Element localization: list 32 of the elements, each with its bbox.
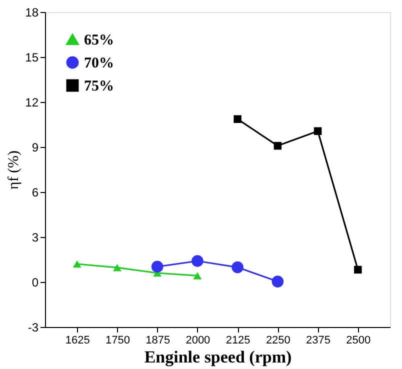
y-axis-title: ηf (%) <box>6 150 22 190</box>
point <box>151 260 164 273</box>
point <box>234 115 242 123</box>
point <box>274 142 282 150</box>
y-tick-label: 18 <box>25 6 39 20</box>
x-tick-label: 2375 <box>306 334 331 346</box>
point <box>232 261 244 274</box>
point <box>272 276 284 288</box>
x-tick-label: 1750 <box>105 334 130 346</box>
legend-label: 75% <box>84 78 114 94</box>
x-tick-label: 2000 <box>186 334 210 346</box>
y-tick-label: 0 <box>32 276 39 290</box>
point <box>193 272 202 280</box>
y-tick-label: -3 <box>28 320 39 334</box>
y-tick-label: 3 <box>32 230 39 244</box>
x-tick-label: 2500 <box>346 334 371 346</box>
y-tick-label: 12 <box>25 96 39 110</box>
point <box>192 255 204 267</box>
point <box>354 266 362 274</box>
point <box>314 127 322 135</box>
legend-label: 65% <box>84 32 114 48</box>
x-tick-label: 2250 <box>266 334 290 346</box>
x-axis-title: Enginle speed (rpm) <box>144 348 292 366</box>
y-tick-label: 9 <box>32 140 39 154</box>
y-tick-label: 15 <box>25 50 39 64</box>
legend-label: 70% <box>84 56 114 72</box>
x-tick-label: 1875 <box>146 334 170 346</box>
x-tick-label: 1625 <box>65 334 90 346</box>
point <box>72 260 82 268</box>
y-tick-label: 6 <box>32 186 39 200</box>
point <box>113 264 122 272</box>
x-tick-label: 2125 <box>226 334 250 346</box>
